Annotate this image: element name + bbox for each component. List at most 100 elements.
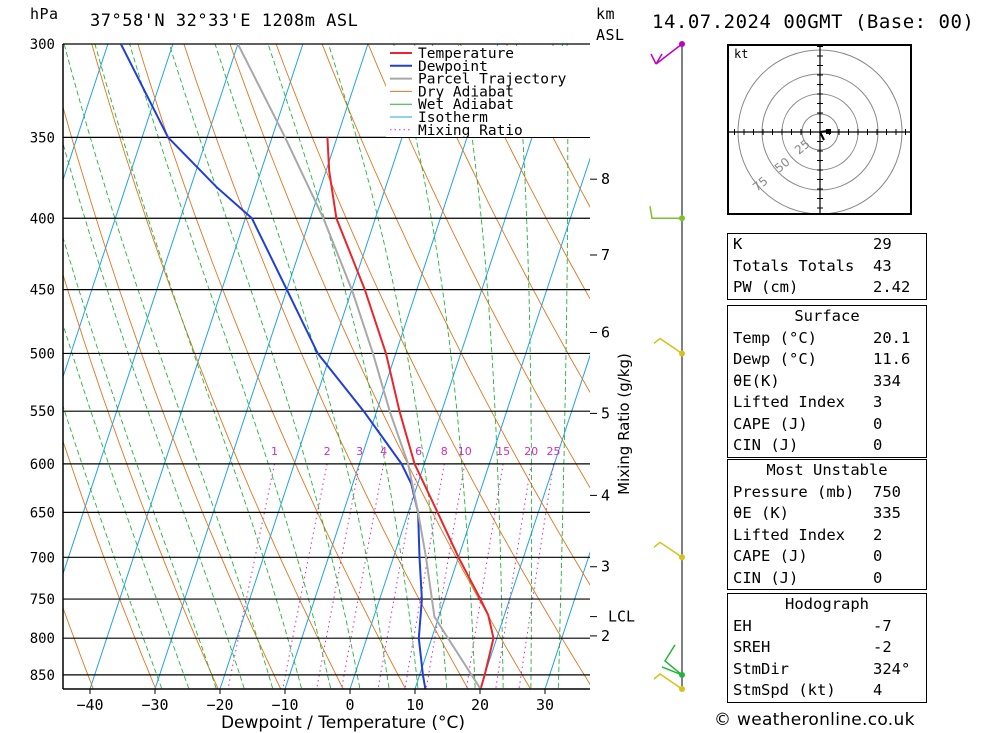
legend-item-label: Isotherm (418, 110, 488, 126)
index-value: 43 (873, 256, 892, 275)
surface-row: CAPE (J) 0 (728, 414, 926, 436)
wet-adiabat-line (267, 44, 419, 689)
pressure-tick-label: 300 (30, 37, 55, 53)
index-label: Totals Totals (733, 256, 855, 275)
legend-item-label: Dewpoint (418, 59, 488, 75)
temp-tick-label: −10 (271, 696, 298, 714)
hodograph-stat-value: -2 (873, 638, 892, 656)
surface-label: Lifted Index (733, 393, 845, 411)
hodograph-ring-label: 50 (772, 155, 793, 176)
hodograph-stat-label: SREH (733, 638, 771, 656)
isobars: 300 350 400 450 500 550 600 650 700 750 800 850 (30, 37, 590, 684)
most-unstable-value: 0 (873, 568, 883, 587)
height-tick-label: 8 (601, 170, 610, 188)
index-row: Totals Totals 43 (728, 256, 926, 278)
dry-adiabat-line (229, 44, 531, 689)
wet-adiabat-line (63, 322, 190, 689)
most-unstable-row: Lifted Index 2 (728, 525, 926, 547)
surface-value: 3 (873, 393, 883, 411)
wet-adiabat-line (515, 44, 533, 689)
surface-label: θE(K) (733, 371, 780, 390)
wet-adiabat-line (63, 141, 245, 689)
pressure-tick-label: 800 (30, 631, 55, 647)
most-unstable-row: θE (K) 335 (728, 503, 926, 525)
wind-barb (653, 673, 683, 690)
wet-adiabat-line (63, 235, 217, 689)
mixing-ratio-label: 2 (324, 445, 331, 458)
dry-adiabat-line (63, 606, 94, 689)
dry-adiabat-line (63, 273, 219, 689)
mixing-ratio-label: 3 (356, 445, 363, 458)
hodograph-stat-label: EH (733, 616, 752, 635)
height-tick-label: 2 (601, 627, 610, 645)
wind-barb (653, 337, 683, 355)
surface-value: 0 (873, 436, 883, 454)
wet-adiabat-line (63, 404, 163, 689)
index-label: PW (cm) (733, 278, 799, 296)
height-tick-label: 4 (601, 486, 610, 504)
hodograph: 25 50 75 kt (727, 44, 912, 218)
wet-adiabat-line (214, 44, 390, 689)
surface-value: 334 (873, 371, 901, 390)
most-unstable-panel: Most Unstable Pressure (mb) 750 θE (K) 335 L… (727, 459, 927, 590)
temp-tick-label: 30 (536, 696, 554, 714)
mixing-ratio-label: 25 (546, 445, 560, 458)
mixing-ratio-line (404, 463, 445, 689)
mixing-ratio-axis-title: Mixing Ratio (g/kg) (615, 353, 633, 495)
hodograph-unit: kt (734, 47, 749, 61)
height-tick-label: 3 (601, 558, 610, 576)
isotherm-line (63, 44, 239, 576)
dry-adiabat-line (413, 44, 590, 394)
legend-box (386, 46, 590, 137)
surface-value: 0 (873, 414, 883, 433)
pressure-tick-label: 600 (30, 457, 55, 473)
surface-label: Dewp (°C) (733, 350, 817, 368)
isotherm-line (479, 354, 590, 689)
isotherm-line (284, 44, 499, 689)
pressure-tick-label: 650 (30, 505, 55, 521)
mixing-ratio-labels: 1 2 3 4 6 8 10 15 20 25 (271, 445, 561, 458)
mixing-ratio-label: 15 (496, 445, 510, 458)
wet-adiabat-line (393, 44, 476, 689)
indices-panel: K 29 Totals Totals 43 PW (cm) 2.42 (727, 233, 927, 300)
height-unit-label: km (596, 5, 616, 23)
pressure-tick-label: 700 (30, 550, 55, 566)
temp-tick-label: −20 (206, 696, 233, 714)
hodograph-ring-label: 25 (792, 137, 813, 158)
copyright-notice[interactable]: © weatheronline.co.uk (714, 710, 915, 730)
temp-tick-label: 20 (471, 696, 489, 714)
surface-title: Surface (794, 307, 860, 325)
surface-row: θE(K) 334 (728, 371, 926, 393)
wet-adiabat-line (129, 44, 332, 689)
pressure-tick-label: 400 (30, 211, 55, 227)
hodograph-stat-row: EH -7 (728, 616, 926, 638)
mixing-ratio-line (377, 463, 420, 689)
most-unstable-row: CIN (J) 0 (728, 568, 926, 590)
surface-row: CIN (J) 0 (728, 435, 926, 457)
legend-item-label: Dry Adiabat (418, 84, 514, 100)
datetime-title: 14.07.2024 00GMT (Base: 00) (652, 11, 975, 33)
mixing-ratio-line (465, 463, 504, 689)
index-value: 29 (873, 235, 892, 253)
index-row: PW (cm) 2.42 (728, 277, 926, 299)
mixing-ratio-label: 6 (415, 445, 422, 458)
isotherm-line (154, 44, 369, 689)
mixing-ratio-label: 10 (458, 445, 472, 458)
most-unstable-label: CAPE (J) (733, 547, 808, 565)
wind-barb (650, 43, 683, 65)
mixing-ratio-line (282, 463, 328, 689)
surface-label: CAPE (J) (733, 414, 808, 433)
pressure-tick-label: 550 (30, 404, 55, 420)
wet-adiabat-line (168, 44, 361, 689)
dry-adiabat-line (921, 44, 1000, 689)
dry-adiabat-line (459, 44, 590, 300)
most-unstable-title: Most Unstable (766, 461, 888, 479)
dry-adiabat-line (91, 44, 344, 689)
surface-value: 20.1 (873, 328, 911, 347)
isotherm-line (63, 44, 174, 379)
mixing-ratio-line (425, 463, 466, 689)
mixing-ratio-line (518, 463, 554, 689)
most-unstable-label: CIN (J) (733, 568, 799, 587)
legend-item-label: Wet Adiabat (418, 97, 514, 113)
